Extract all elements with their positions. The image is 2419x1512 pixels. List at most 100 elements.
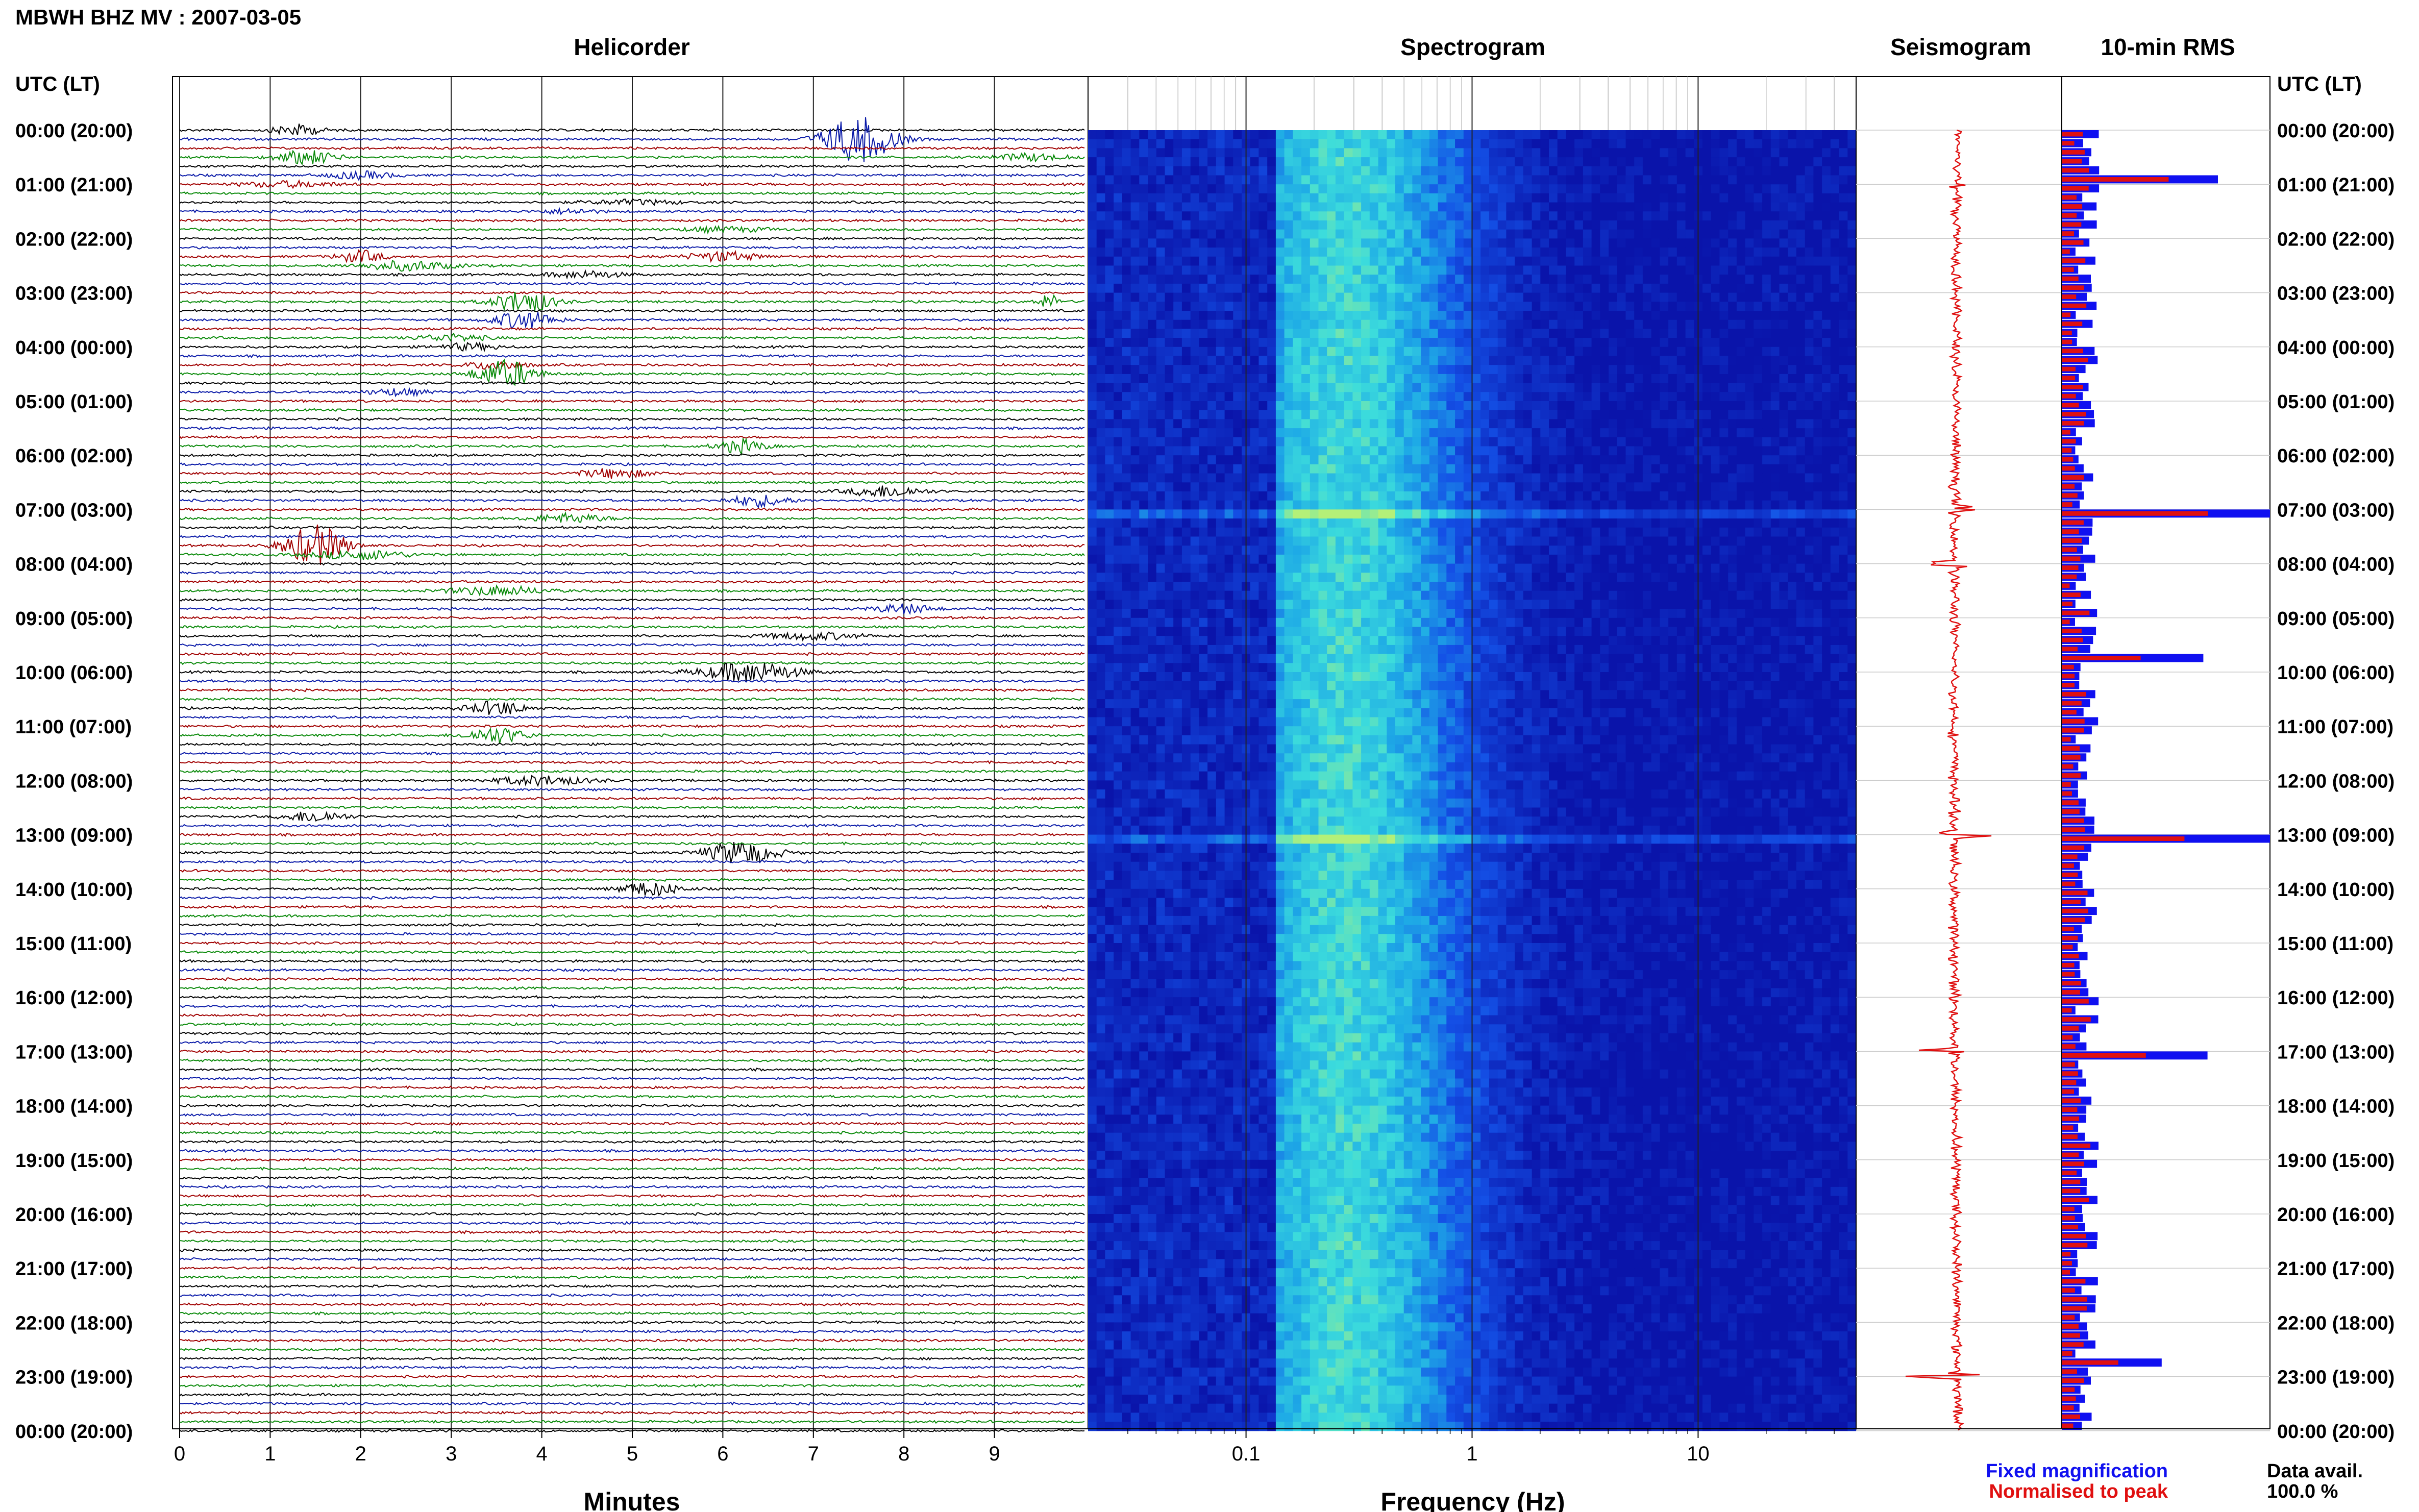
spectrogram-cell xyxy=(1668,130,1677,140)
spectrogram-cell xyxy=(1625,392,1635,402)
spectrogram-cell xyxy=(1438,573,1447,582)
spectrogram-cell xyxy=(1284,139,1293,148)
spectrogram-cell xyxy=(1736,573,1746,582)
spectrogram-cell xyxy=(1736,265,1746,275)
spectrogram-cell xyxy=(1438,211,1447,221)
spectrogram-cell xyxy=(1173,229,1182,239)
spectrogram-cell xyxy=(1523,491,1533,501)
spectrogram-cell xyxy=(1472,392,1481,402)
spectrogram-cell xyxy=(1352,563,1362,573)
spectrogram-cell xyxy=(1532,374,1541,384)
spectrogram-cell xyxy=(1583,338,1592,348)
spectrogram-cell xyxy=(1088,193,1097,203)
spectrogram-cell xyxy=(1754,130,1763,140)
spectrogram-cell xyxy=(1455,473,1464,483)
spectrogram-cell xyxy=(1412,410,1421,419)
spectrogram-cell xyxy=(1540,148,1549,158)
spectrogram-cell xyxy=(1088,590,1097,600)
spectrogram-cell xyxy=(1275,518,1285,528)
spectrogram-cell xyxy=(1335,600,1345,609)
spectrogram-cell xyxy=(1207,157,1217,167)
spectrogram-cell xyxy=(1489,211,1498,221)
spectrogram-cell xyxy=(1130,302,1140,311)
spectrogram-cell xyxy=(1532,292,1541,302)
spectrogram-cell xyxy=(1736,256,1746,266)
helicorder-trace xyxy=(179,1230,1085,1234)
spectrogram-cell xyxy=(1250,256,1259,266)
spectrogram-cell xyxy=(1267,193,1276,203)
spectrogram-cell xyxy=(1540,590,1549,600)
spectrogram-cell xyxy=(1114,401,1123,411)
spectrogram-cell xyxy=(1378,573,1387,582)
spectrogram-cell xyxy=(1096,319,1105,329)
spectrogram-cell xyxy=(1523,157,1533,167)
spectrogram-cell xyxy=(1770,410,1780,419)
spectrogram-cell xyxy=(1421,346,1430,357)
spectrogram-cell xyxy=(1156,500,1166,510)
spectrogram-cell xyxy=(1455,229,1464,239)
spectrogram-cell xyxy=(1480,139,1490,148)
spectrogram-cell xyxy=(1788,392,1797,402)
spectrogram-cell xyxy=(1770,175,1780,185)
spectrogram-cell xyxy=(1130,256,1140,266)
spectrogram-cell xyxy=(1702,374,1712,384)
spectrogram-cell xyxy=(1395,428,1404,438)
spectrogram-cell xyxy=(1190,446,1199,456)
spectrogram-cell xyxy=(1634,527,1643,537)
spectrogram-cell xyxy=(1668,157,1677,167)
spectrogram-cell xyxy=(1130,229,1140,239)
spectrogram-cell xyxy=(1190,455,1199,465)
spectrogram-cell xyxy=(1711,139,1720,148)
spectrogram-cell xyxy=(1181,247,1191,257)
helicorder-trace xyxy=(180,281,1085,286)
spectrogram-cell xyxy=(1207,175,1217,185)
spectrogram-cell xyxy=(1139,356,1148,365)
spectrogram-cell xyxy=(1310,211,1319,221)
spectrogram-cell xyxy=(1233,256,1242,266)
spectrogram-cell xyxy=(1344,157,1353,167)
spectrogram-cell xyxy=(1651,346,1660,357)
spectrogram-cell xyxy=(1728,536,1737,546)
spectrogram-cell xyxy=(1148,202,1157,212)
spectrogram-cell xyxy=(1438,482,1447,492)
spectrogram-cell xyxy=(1165,238,1174,248)
spectrogram-cell xyxy=(1668,338,1677,348)
spectrogram-cell xyxy=(1369,563,1379,573)
spectrogram-cell xyxy=(1770,220,1780,230)
spectrogram-cell xyxy=(1779,175,1788,185)
spectrogram-cell xyxy=(1438,365,1447,375)
spectrogram-cell xyxy=(1199,356,1208,365)
spectrogram-cell xyxy=(1506,148,1515,158)
spectrogram-cell xyxy=(1088,302,1097,311)
spectrogram-cell xyxy=(1369,590,1379,600)
spectrogram-cell xyxy=(1224,238,1233,248)
spectrogram-cell xyxy=(1480,518,1490,528)
spectrogram-cell xyxy=(1267,491,1276,501)
spectrogram-cell xyxy=(1805,383,1814,392)
spectrogram-cell xyxy=(1421,573,1430,582)
spectrogram-cell xyxy=(1685,392,1694,402)
spectrogram-cell xyxy=(1822,319,1831,329)
spectrogram-cell xyxy=(1173,609,1182,618)
spectrogram-cell xyxy=(1515,536,1524,546)
spectrogram-cell xyxy=(1779,437,1788,447)
spectrogram-cell xyxy=(1685,338,1694,348)
spectrogram-cell xyxy=(1839,139,1848,148)
spectrogram-cell xyxy=(1515,383,1524,392)
spectrogram-cell xyxy=(1369,609,1379,618)
spectrogram-cell xyxy=(1625,338,1635,348)
spectrogram-cell xyxy=(1839,374,1848,384)
helicorder-title: Helicorder xyxy=(574,34,690,60)
spectrogram-cell xyxy=(1634,247,1643,257)
spectrogram-cell xyxy=(1489,392,1498,402)
spectrogram-cell xyxy=(1822,437,1831,447)
spectrogram-cell xyxy=(1489,546,1498,555)
spectrogram-cell xyxy=(1327,193,1336,203)
spectrogram-cell xyxy=(1199,130,1208,140)
helicorder-trace xyxy=(179,905,1085,909)
spectrogram-cell xyxy=(1284,374,1293,384)
spectrogram-cell xyxy=(1275,473,1285,483)
spectrogram-cell xyxy=(1207,546,1217,555)
spectrogram-cell xyxy=(1805,410,1814,419)
spectrogram-cell xyxy=(1847,383,1857,392)
